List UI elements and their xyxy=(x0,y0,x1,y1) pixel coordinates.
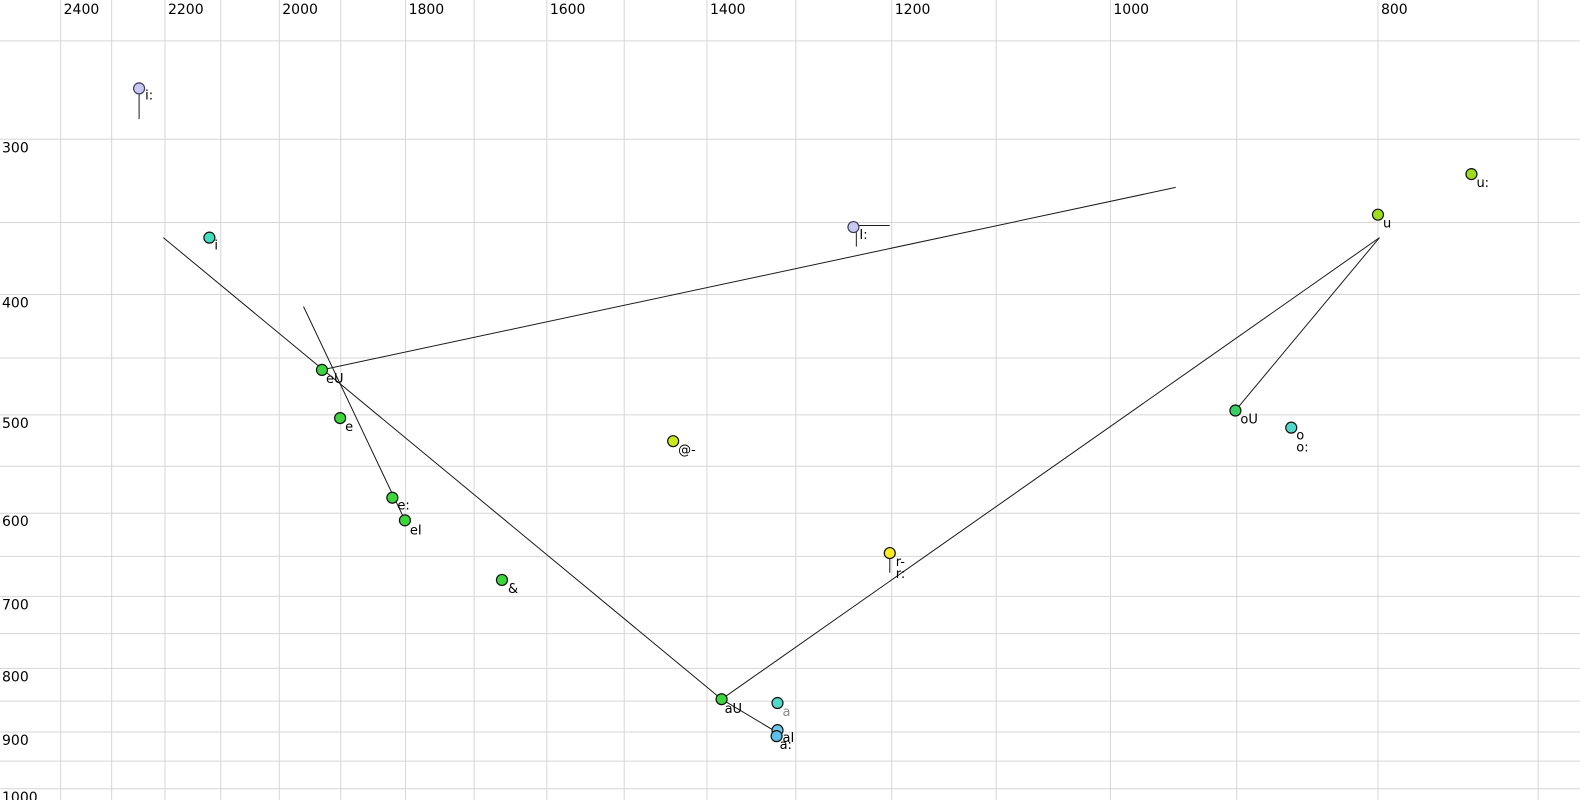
point-label-aU: aU xyxy=(725,702,742,717)
data-point-e[interactable] xyxy=(386,491,399,504)
point-label-o: o xyxy=(1296,429,1304,444)
y-tick-label-600: 600 xyxy=(2,514,29,530)
point-label-oU: oU xyxy=(1240,413,1257,428)
point-label-i: i xyxy=(214,239,218,254)
point-label-u: u xyxy=(1383,217,1391,232)
point-label-r: r: xyxy=(896,567,906,582)
trajectory-oU_to_u xyxy=(1235,237,1380,411)
data-point-x[interactable] xyxy=(667,435,680,448)
point-label-a: a xyxy=(782,705,790,720)
y-tick-label-400: 400 xyxy=(2,295,29,311)
point-label-i: i: xyxy=(145,88,153,103)
point-label-e: e: xyxy=(397,499,409,514)
data-point-i[interactable] xyxy=(132,82,146,95)
data-point-I[interactable] xyxy=(847,220,860,234)
x-tick-label-1600: 1600 xyxy=(550,2,586,18)
y-tick-label-900: 900 xyxy=(2,733,29,749)
point-label-u: u: xyxy=(1476,176,1489,191)
point-label-eI: eI xyxy=(410,523,422,538)
x-tick-label-2200: 2200 xyxy=(168,2,204,18)
x-tick-label-1400: 1400 xyxy=(710,2,746,18)
point-label-a: a: xyxy=(780,738,792,753)
x-tick-label-1200: 1200 xyxy=(895,2,931,18)
trajectory-aI_glide_long xyxy=(163,237,722,700)
x-tick-label-2400: 2400 xyxy=(64,2,100,18)
data-point-a[interactable] xyxy=(770,730,783,743)
x-tick-label-2000: 2000 xyxy=(282,2,318,18)
x-tick-label-800: 800 xyxy=(1381,2,1408,18)
trajectory-aU_to_u xyxy=(721,237,1380,700)
data-point-e[interactable] xyxy=(334,411,347,425)
x-tick-label-1000: 1000 xyxy=(1113,2,1149,18)
point-label-x: @- xyxy=(678,443,696,458)
axis-tick-layer: 2400 2200 2000 1800 1600 1400 1200 1000 800 300 40… xyxy=(2,2,1408,800)
trajectory-eU_glide xyxy=(321,186,1176,371)
point-label-o: o: xyxy=(1296,441,1308,456)
data-point-r[interactable] xyxy=(883,546,896,560)
point-label-x: & xyxy=(508,582,518,597)
point-label-e: e xyxy=(345,420,353,435)
x-tick-label-1800: 1800 xyxy=(409,2,445,18)
data-point-eI[interactable] xyxy=(398,514,412,527)
point-label-eU: eU xyxy=(326,372,344,387)
y-tick-label-700: 700 xyxy=(2,597,29,613)
point-label-I: I: xyxy=(859,228,867,243)
point-label-r: r- xyxy=(896,555,906,570)
data-point-o[interactable] xyxy=(1285,421,1298,434)
trajectory-layer xyxy=(138,94,1380,734)
y-tick-label-300: 300 xyxy=(2,140,29,156)
data-point-a[interactable] xyxy=(771,696,784,710)
data-point-x[interactable] xyxy=(495,573,509,587)
trajectory-aU_to_aI xyxy=(721,698,779,734)
data-point-u[interactable] xyxy=(1371,208,1385,221)
data-point-oU[interactable] xyxy=(1229,404,1242,417)
y-tick-label-1000: 1000 xyxy=(2,790,38,800)
data-point-i[interactable] xyxy=(203,231,216,244)
y-tick-label-800: 800 xyxy=(2,669,29,685)
y-tick-label-500: 500 xyxy=(2,416,29,432)
data-point-layer xyxy=(132,82,1478,743)
point-label-aI: aI xyxy=(782,731,794,746)
point-label-layer: i: i eU e e:eI & @- I: r-r: aU a aIa: u: u oU oo: xyxy=(145,88,1489,753)
data-point-u[interactable] xyxy=(1465,167,1478,181)
data-point-eU[interactable] xyxy=(315,363,329,376)
data-point-aU[interactable] xyxy=(715,693,728,706)
trajectory-eI_glide xyxy=(303,306,406,521)
